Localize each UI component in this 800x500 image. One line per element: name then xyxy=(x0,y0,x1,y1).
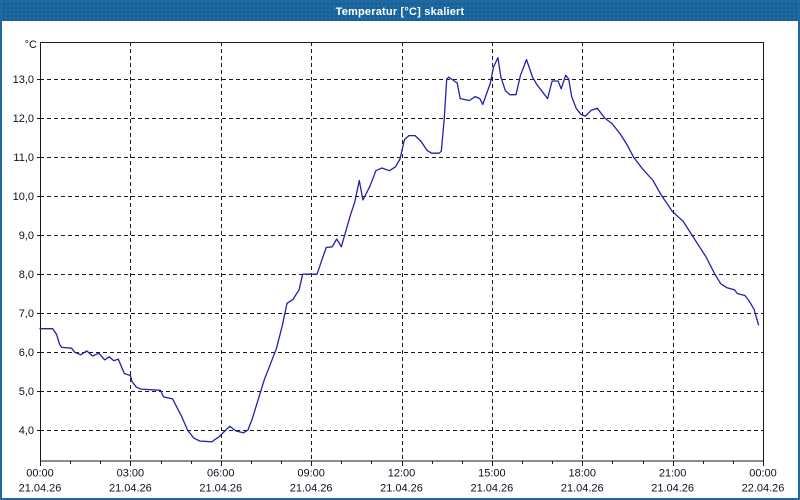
window-title: Temperatur [°C] skaliert xyxy=(335,5,465,18)
tick-label: 22.04.26 xyxy=(742,483,785,495)
tick-label: 7,0 xyxy=(19,308,34,320)
tick-label: 21.04.26 xyxy=(470,483,513,495)
tick-label: 21.04.26 xyxy=(561,483,604,495)
tick-label: 00:00 xyxy=(26,468,54,480)
tick-label: 5,0 xyxy=(19,386,34,398)
tick-label: 21:00 xyxy=(659,468,687,480)
tick-label: 06:00 xyxy=(207,468,235,480)
tick-label: 21.04.26 xyxy=(651,483,694,495)
tick-label: 03:00 xyxy=(117,468,145,480)
tick-label: 9,0 xyxy=(19,230,34,242)
tick-label: °C xyxy=(25,39,37,51)
temperature-series-line xyxy=(39,56,760,443)
tick-label: 21.04.26 xyxy=(290,483,333,495)
tick-label: 09:00 xyxy=(297,468,325,480)
tick-label: 12,0 xyxy=(13,113,34,125)
tick-label: 21.04.26 xyxy=(19,483,62,495)
tick-label: 13,0 xyxy=(13,74,34,86)
tick-label: 21.04.26 xyxy=(109,483,152,495)
chart-area: 4,0 5,0 6,0 7,0 8,0 9,0 10,0 11,0 12,0 13,0 00:00 2… xyxy=(2,21,798,498)
tick-label: 12:00 xyxy=(388,468,416,480)
temperature-chart: 4,0 5,0 6,0 7,0 8,0 9,0 10,0 11,0 12,0 13,0 00:00 2… xyxy=(13,39,785,495)
gridlines xyxy=(40,42,763,461)
tick-label: 15:00 xyxy=(478,468,506,480)
tick-label: 21.04.26 xyxy=(199,483,242,495)
tick-label: 00:00 xyxy=(749,468,777,480)
tick-label: 21.04.26 xyxy=(380,483,423,495)
axis-ticks xyxy=(37,79,764,466)
tick-label: 6,0 xyxy=(19,347,34,359)
tick-label: 11,0 xyxy=(13,152,34,164)
tick-label: 8,0 xyxy=(19,269,34,281)
tick-label: 10,0 xyxy=(13,191,34,203)
window-titlebar[interactable]: Temperatur [°C] skaliert xyxy=(2,2,798,21)
tick-label: 4,0 xyxy=(19,425,34,437)
tick-label: 18:00 xyxy=(568,468,596,480)
